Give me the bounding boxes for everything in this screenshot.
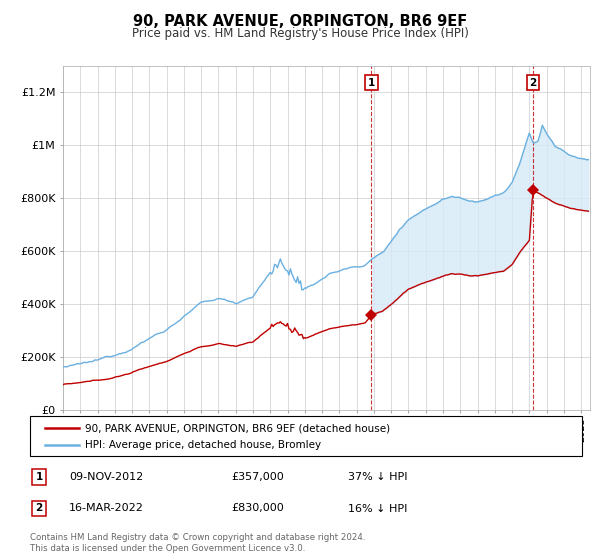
Text: 1: 1 [35, 472, 43, 482]
Text: 09-NOV-2012: 09-NOV-2012 [69, 472, 143, 482]
Text: 90, PARK AVENUE, ORPINGTON, BR6 9EF: 90, PARK AVENUE, ORPINGTON, BR6 9EF [133, 14, 467, 29]
Text: 16% ↓ HPI: 16% ↓ HPI [348, 503, 407, 514]
Text: £830,000: £830,000 [231, 503, 284, 514]
Text: 16-MAR-2022: 16-MAR-2022 [69, 503, 144, 514]
Text: 2: 2 [35, 503, 43, 514]
Text: £357,000: £357,000 [231, 472, 284, 482]
Text: 37% ↓ HPI: 37% ↓ HPI [348, 472, 407, 482]
Text: 2: 2 [529, 78, 536, 88]
Text: HPI: Average price, detached house, Bromley: HPI: Average price, detached house, Brom… [85, 440, 322, 450]
Text: Price paid vs. HM Land Registry's House Price Index (HPI): Price paid vs. HM Land Registry's House … [131, 27, 469, 40]
Text: Contains HM Land Registry data © Crown copyright and database right 2024.
This d: Contains HM Land Registry data © Crown c… [30, 533, 365, 553]
Text: 1: 1 [368, 78, 375, 88]
Text: 90, PARK AVENUE, ORPINGTON, BR6 9EF (detached house): 90, PARK AVENUE, ORPINGTON, BR6 9EF (det… [85, 423, 391, 433]
